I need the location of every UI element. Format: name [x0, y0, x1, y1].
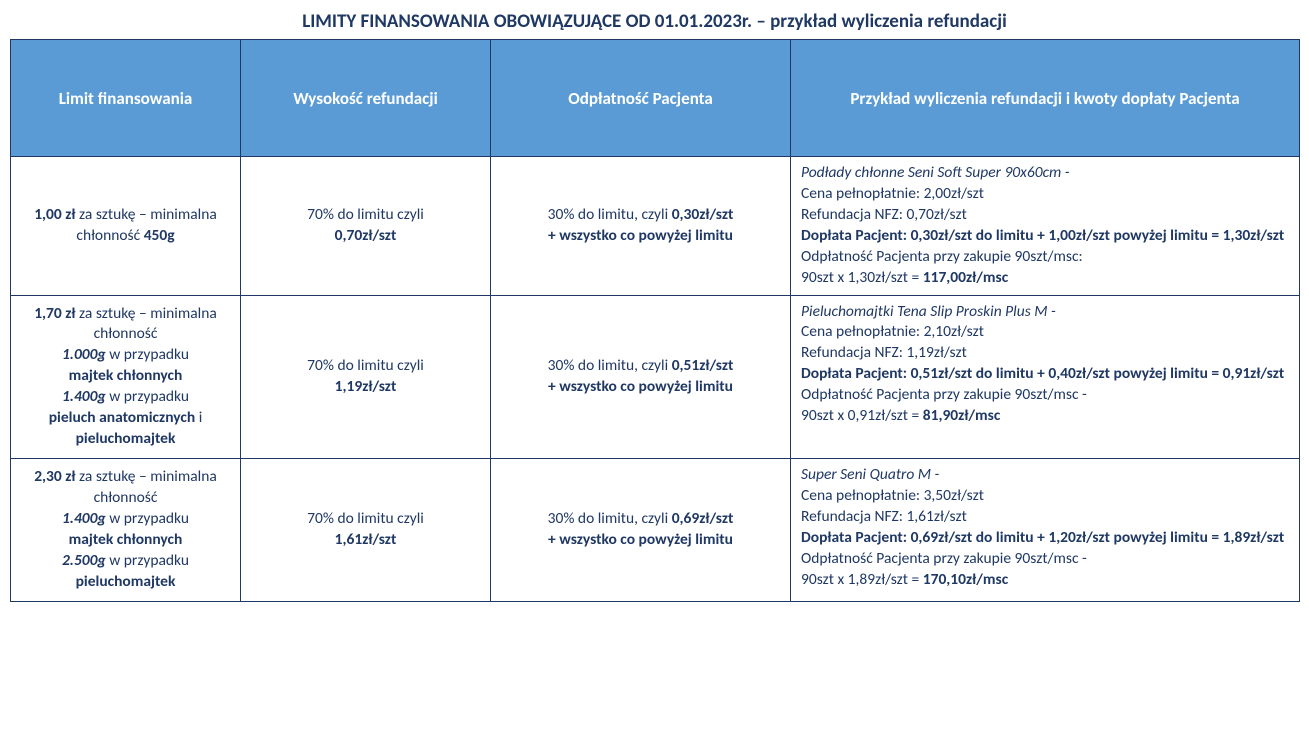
header-example: Przykład wyliczenia refundacji i kwoty d… [791, 40, 1300, 157]
limit-p2b: pieluchomajtek [76, 429, 176, 448]
patient-post: + wszystko co powyżej limitu [548, 530, 733, 549]
limit-a2: 2.500g [62, 551, 106, 570]
limit-a1: 1.000g [62, 345, 106, 364]
limit-p1: majtek chłonnych [69, 366, 183, 385]
refund-line2: 1,61zł/szt [335, 530, 397, 549]
limit-text: za sztukę – minimalna chłonność [76, 304, 217, 344]
refund-line1: 70% do limitu czyli [307, 509, 424, 528]
patient-pre: 30% do limitu, czyli [548, 509, 672, 528]
table-row: 2,30 zł za sztukę – minimalna chłonność … [11, 458, 1300, 601]
example-nfz: Refundacja NFZ: 0,70zł/szt [801, 205, 967, 224]
example-doplata: Dopłata Pacjent: 0,51zł/szt do limitu + … [801, 364, 1284, 383]
limit-t1: w przypadku [106, 509, 189, 528]
example-calc-val: 170,10zł/msc [923, 570, 1008, 589]
example-calc-line: 90szt x 0,91zł/szt = [801, 406, 923, 425]
limit-a2: 1.400g [62, 387, 106, 406]
example-calc-pre: Odpłatność Pacjenta przy zakupie 90szt/m… [801, 549, 1087, 568]
cell-patient: 30% do limitu, czyli 0,51zł/szt + wszyst… [491, 295, 791, 458]
cell-limit: 1,70 zł za sztukę – minimalna chłonność … [11, 295, 241, 458]
example-calc-val: 81,90zł/msc [923, 406, 1001, 425]
refund-line2: 0,70zł/szt [335, 226, 397, 245]
header-row: Limit finansowania Wysokość refundacji O… [11, 40, 1300, 157]
header-limit: Limit finansowania [11, 40, 241, 157]
header-patient: Odpłatność Pacjenta [491, 40, 791, 157]
cell-limit: 2,30 zł za sztukę – minimalna chłonność … [11, 458, 241, 601]
refund-line1: 70% do limitu czyli [307, 205, 424, 224]
limit-t2: w przypadku [106, 387, 189, 406]
limit-price: 2,30 zł [34, 467, 75, 486]
example-calc-val: 117,00zł/msc [923, 268, 1008, 287]
example-doplata: Dopłata Pacjent: 0,30zł/szt do limitu + … [801, 226, 1284, 245]
patient-pre: 30% do limitu, czyli [548, 356, 672, 375]
limit-p2b: pieluchomajtek [76, 572, 176, 591]
financing-table: Limit finansowania Wysokość refundacji O… [10, 39, 1300, 602]
example-price: Cena pełnopłatnie: 3,50zł/szt [801, 486, 984, 505]
page-title: LIMITY FINANSOWANIA OBOWIĄZUJĄCE OD 01.0… [10, 10, 1299, 33]
example-doplata: Dopłata Pacjent: 0,69zł/szt do limitu + … [801, 528, 1284, 547]
cell-refund: 70% do limitu czyli 1,61zł/szt [241, 458, 491, 601]
limit-t2: w przypadku [106, 551, 189, 570]
example-product: Pieluchomajtki Tena Slip Proskin Plus M … [801, 302, 1056, 321]
cell-example: Podłady chłonne Seni Soft Super 90x60cm … [791, 157, 1300, 296]
table-row: 1,00 zł za sztukę – minimalna chłonność … [11, 157, 1300, 296]
table-row: 1,70 zł za sztukę – minimalna chłonność … [11, 295, 1300, 458]
example-calc-pre: Odpłatność Pacjenta przy zakupie 90szt/m… [801, 385, 1087, 404]
limit-t1: w przypadku [106, 345, 189, 364]
limit-and: i [195, 408, 202, 427]
limit-absorb: 450g [144, 226, 175, 245]
limit-price: 1,00 zł [34, 205, 75, 224]
patient-post: + wszystko co powyżej limitu [548, 377, 733, 396]
limit-p2a: pieluch anatomicznych [49, 408, 195, 427]
refund-line1: 70% do limitu czyli [307, 356, 424, 375]
patient-val: 0,51zł/szt [672, 356, 734, 375]
cell-limit: 1,00 zł za sztukę – minimalna chłonność … [11, 157, 241, 296]
example-nfz: Refundacja NFZ: 1,61zł/szt [801, 507, 967, 526]
limit-p1: majtek chłonnych [69, 530, 183, 549]
cell-refund: 70% do limitu czyli 0,70zł/szt [241, 157, 491, 296]
example-calc-line: 90szt x 1,89zł/szt = [801, 570, 923, 589]
patient-val: 0,69zł/szt [672, 509, 734, 528]
header-refund: Wysokość refundacji [241, 40, 491, 157]
example-product: Super Seni Quatro M - [801, 465, 939, 484]
example-calc-line: 90szt x 1,30zł/szt = [801, 268, 923, 287]
example-product: Podłady chłonne Seni Soft Super 90x60cm … [801, 163, 1070, 182]
patient-pre: 30% do limitu, czyli [548, 205, 672, 224]
example-calc-pre: Odpłatność Pacjenta przy zakupie 90szt/m… [801, 247, 1083, 266]
cell-example: Pieluchomajtki Tena Slip Proskin Plus M … [791, 295, 1300, 458]
example-nfz: Refundacja NFZ: 1,19zł/szt [801, 343, 967, 362]
patient-val: 0,30zł/szt [672, 205, 734, 224]
patient-post: + wszystko co powyżej limitu [548, 226, 733, 245]
cell-patient: 30% do limitu, czyli 0,30zł/szt + wszyst… [491, 157, 791, 296]
refund-line2: 1,19zł/szt [335, 377, 397, 396]
cell-example: Super Seni Quatro M - Cena pełnopłatnie:… [791, 458, 1300, 601]
limit-a1: 1.400g [62, 509, 106, 528]
cell-patient: 30% do limitu, czyli 0,69zł/szt + wszyst… [491, 458, 791, 601]
example-price: Cena pełnopłatnie: 2,00zł/szt [801, 184, 984, 203]
example-price: Cena pełnopłatnie: 2,10zł/szt [801, 322, 984, 341]
limit-text: za sztukę – minimalna chłonność [76, 467, 217, 507]
limit-price: 1,70 zł [34, 304, 75, 323]
cell-refund: 70% do limitu czyli 1,19zł/szt [241, 295, 491, 458]
